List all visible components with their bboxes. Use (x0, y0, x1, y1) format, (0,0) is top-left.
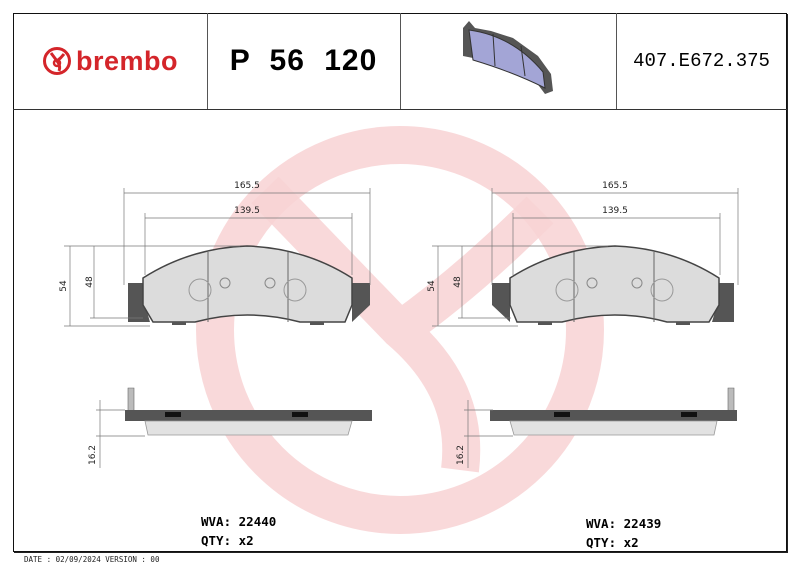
reference-cell: 407.E672.375 (616, 13, 787, 109)
left-pad-side-view (124, 387, 373, 436)
product-code-cell: P 56 120 (207, 13, 401, 109)
dim-friction-height-right: 48 (453, 276, 463, 288)
wva-label: WVA: (586, 516, 617, 531)
brembo-logo-icon (42, 47, 71, 75)
brand-cell: brembo (13, 13, 208, 109)
qty-label: QTY: (201, 533, 232, 548)
qty-value: x2 (623, 535, 639, 550)
product-code: P 56 120 (229, 44, 378, 77)
date-version: DATE : 02/09/2024 VERSION : 00 (24, 555, 160, 564)
qty-value: x2 (238, 533, 254, 548)
dim-thickness-right: 16.2 (456, 445, 466, 465)
product-image-cell (400, 13, 617, 109)
dim-overall-height-left: 54 (59, 280, 69, 292)
brand-name: brembo (75, 45, 178, 76)
left-pad-info: WVA: 22440 QTY: x2 (201, 512, 276, 550)
dim-friction-height-left: 48 (85, 276, 95, 288)
dim-friction-width-right: 139.5 (602, 206, 628, 216)
dimension-lines (64, 187, 739, 469)
wva-label: WVA: (201, 514, 232, 529)
title-block: brembo P 56 120 407.E672.375 (13, 13, 787, 110)
brembo-logo: brembo (42, 46, 178, 77)
dim-overall-width-left: 165.5 (234, 181, 260, 191)
qty-label: QTY: (586, 535, 617, 550)
dim-thickness-left: 16.2 (88, 445, 98, 465)
dim-friction-width-left: 139.5 (234, 206, 260, 216)
right-pad-info: WVA: 22439 QTY: x2 (586, 514, 661, 552)
right-pad-side-view (489, 387, 738, 436)
brake-pad-3d-image (463, 21, 553, 94)
left-pad-front-view (127, 245, 371, 326)
dim-overall-height-right: 54 (427, 280, 437, 292)
wva-number: 22440 (238, 514, 277, 529)
reference-number: 407.E672.375 (633, 50, 770, 72)
right-pad-front-view (491, 245, 735, 326)
wva-number: 22439 (623, 516, 662, 531)
dim-overall-width-right: 165.5 (602, 181, 628, 191)
